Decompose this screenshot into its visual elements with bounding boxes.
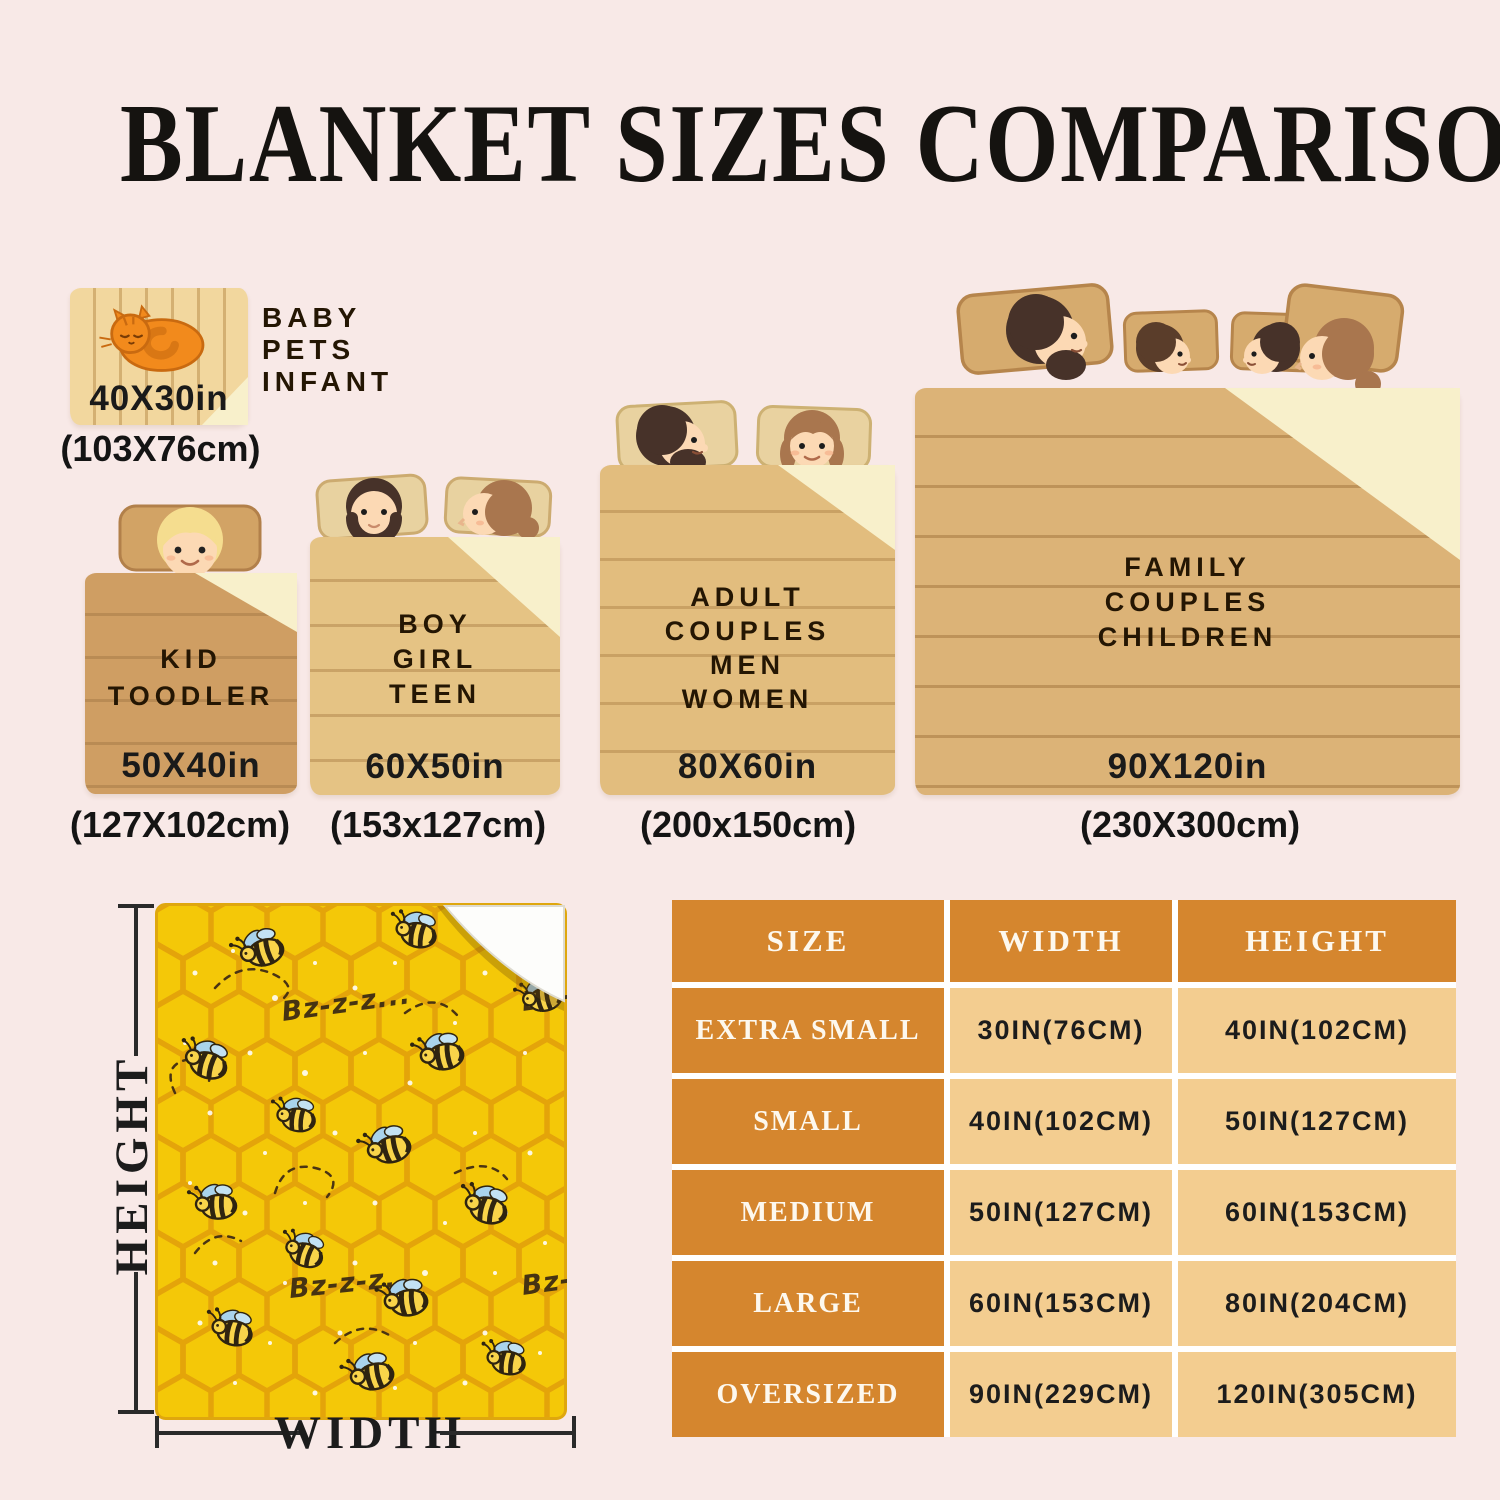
size-label: 60X50in xyxy=(365,747,505,786)
blanket-fold-corner xyxy=(1225,388,1460,560)
size-label: 40X30in xyxy=(89,379,229,418)
kid-avatar xyxy=(118,504,262,577)
table-header-height: HEIGHT xyxy=(1178,900,1456,982)
dimension-caption: (200x150cm) xyxy=(640,804,857,845)
table-header-size: SIZE xyxy=(672,900,944,982)
table-cell: 40IN(102CM) xyxy=(950,1079,1172,1164)
table-header-width: WIDTH xyxy=(950,900,1172,982)
size-table: SIZE WIDTH HEIGHT EXTRA SMALL 30IN(76CM)… xyxy=(672,900,1456,1437)
dimension-caption: (153x127cm) xyxy=(330,804,547,845)
width-measure-line xyxy=(157,1431,300,1435)
height-label: HEIGHT xyxy=(106,1054,158,1276)
table-cell: 90IN(229CM) xyxy=(950,1352,1172,1437)
table-cell: 30IN(76CM) xyxy=(950,988,1172,1073)
dimension-caption: (127X102cm) xyxy=(69,804,291,845)
width-measure-line xyxy=(440,1431,574,1435)
page-title: BLANKET SIZES COMPARISON xyxy=(120,82,1500,206)
sleeping-cat-illustration xyxy=(99,304,205,372)
sherpa-fold-corner xyxy=(442,905,565,1003)
teen-couple-avatars xyxy=(315,473,553,546)
dimension-caption: (103X76cm) xyxy=(60,428,261,469)
height-measure-line xyxy=(134,1272,138,1412)
table-row-label: SMALL xyxy=(672,1079,944,1164)
width-label: WIDTH xyxy=(273,1407,467,1459)
table-cell: 50IN(127CM) xyxy=(1178,1079,1456,1164)
blanket-baby: 40X30in xyxy=(70,288,248,425)
adult-couple-avatars xyxy=(615,400,873,475)
table-cell: 60IN(153CM) xyxy=(950,1261,1172,1346)
height-measure-line xyxy=(134,906,138,1056)
size-label: 90X120in xyxy=(1107,747,1268,786)
blanket-fold-corner xyxy=(195,573,297,632)
table-row-label: MEDIUM xyxy=(672,1170,944,1255)
size-label: 80X60in xyxy=(677,747,818,786)
audience-label-baby: BABY PETS INFANT xyxy=(262,302,394,397)
blanket-adult: ADULT COUPLES MEN WOMEN 80X60in xyxy=(600,465,895,795)
family-avatars xyxy=(956,283,1405,397)
table-cell: 60IN(153CM) xyxy=(1178,1170,1456,1255)
size-label: 50X40in xyxy=(121,746,261,785)
width-measure-cap-right xyxy=(572,1416,576,1448)
table-cell: 80IN(204CM) xyxy=(1178,1261,1456,1346)
blanket-family: FAMILY COUPLES CHILDREN 90X120in xyxy=(915,388,1460,795)
table-row-label: LARGE xyxy=(672,1261,944,1346)
blanket-teen: BOY GIRL TEEN 60X50in xyxy=(310,537,560,795)
dimension-caption: (230X300cm) xyxy=(1080,804,1301,845)
table-cell: 120IN(305CM) xyxy=(1178,1352,1456,1437)
table-cell: 40IN(102CM) xyxy=(1178,988,1456,1073)
height-measure-cap-bottom xyxy=(118,1410,154,1414)
table-cell: 50IN(127CM) xyxy=(950,1170,1172,1255)
table-row-label: OVERSIZED xyxy=(672,1352,944,1437)
bee-blanket-illustration: Bz-z-z... Bz-z-z... Bz-z-z... Bz-z-z... xyxy=(155,903,567,1420)
blanket-fold-corner xyxy=(778,465,895,550)
blanket-kid: KID TOODLER 50X40in xyxy=(85,573,297,794)
table-row-label: EXTRA SMALL xyxy=(672,988,944,1073)
